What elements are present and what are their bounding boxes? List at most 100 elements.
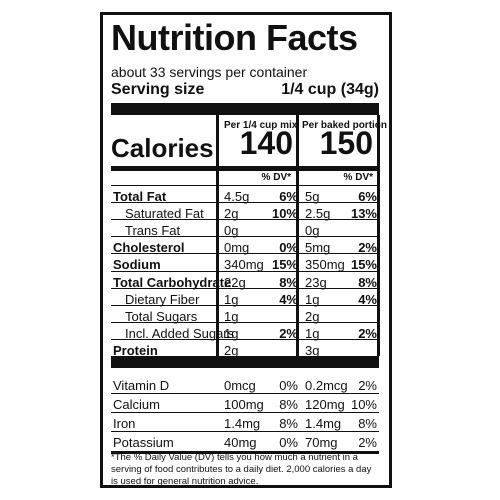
- vitamin-divider-bar: [111, 356, 379, 368]
- nutrient-label: Iron: [113, 416, 136, 431]
- col2-header: Per baked portion: [302, 120, 388, 131]
- dv-per-mix: 15%: [271, 257, 298, 273]
- nutrient-label: Sodium: [113, 257, 161, 273]
- row-rule: [111, 287, 379, 289]
- dv-per-mix: 8%: [279, 274, 298, 290]
- calories-label: Calories: [111, 133, 214, 163]
- amount-per-mix: 0mg: [224, 240, 250, 256]
- nutrient-label: Total Sugars: [125, 308, 198, 324]
- nutrient-row: Trans Fat 0g 0g: [111, 219, 379, 241]
- row-rule: [111, 321, 379, 323]
- footnote-divider-bar: [111, 451, 379, 454]
- nutrient-row: Saturated Fat 2g 10% 2.5g 13%: [111, 202, 379, 224]
- nutrient-row: Protein 2g 3g: [111, 339, 379, 361]
- dv-baked: 2%: [358, 325, 377, 341]
- dv-baked: 2%: [358, 240, 377, 256]
- nutrient-row: Total Carbohydrate 22g 8% 23g 8%: [111, 271, 379, 293]
- serving-divider-bar: [111, 103, 379, 115]
- nutrient-row: Incl. Added Sugars 1g 2% 1g 2%: [111, 322, 379, 344]
- nutrient-label: Dietary Fiber: [125, 291, 200, 307]
- label-title: Nutrition Facts: [111, 17, 358, 58]
- amount-per-mix: 100mg: [224, 397, 264, 412]
- nutrient-row: Total Sugars 1g 2g: [111, 305, 379, 327]
- row-rule: [111, 431, 379, 432]
- nutrient-label: Potassium: [113, 435, 174, 450]
- dv-baked: 8%: [358, 274, 377, 290]
- amount-per-mix: 0g: [224, 223, 239, 239]
- row-rule: [111, 202, 379, 204]
- amount-baked: 2.5g: [305, 206, 331, 222]
- nutrient-row: Sodium 340mg 15% 350mg 15%: [111, 253, 379, 275]
- nutrient-label: Cholesterol: [113, 240, 185, 256]
- amount-baked: 5g: [305, 189, 320, 204]
- amount-baked: 5mg: [305, 240, 331, 256]
- dv-baked: 8%: [358, 416, 377, 431]
- amount-per-mix: 2g: [224, 342, 239, 358]
- amount-baked: 0.2mcg: [305, 378, 348, 393]
- dv-baked: 6%: [358, 189, 377, 204]
- amount-per-mix: 2g: [224, 206, 239, 222]
- dv-header-rule: [111, 185, 379, 186]
- amount-baked: 23g: [305, 274, 327, 290]
- row-rule: [111, 236, 379, 238]
- nutrient-row: Dietary Fiber 1g 4% 1g 4%: [111, 288, 379, 310]
- row-rule: [111, 412, 379, 413]
- nutrient-row: Total Fat 4.5g 6% 5g 6%: [111, 185, 379, 207]
- nutrient-label: Total Fat: [113, 189, 167, 204]
- col1-header: Per 1/4 cup mix: [224, 120, 298, 131]
- nutrient-row: Cholesterol 0mg 0% 5mg 2%: [111, 236, 379, 258]
- dv-baked: 2%: [358, 378, 377, 393]
- nutrient-label: Vitamin D: [113, 378, 170, 393]
- row-rule: [111, 338, 379, 340]
- dv-per-mix: 10%: [271, 206, 298, 222]
- dv-baked: 10%: [350, 397, 377, 412]
- dv-per-mix: 0%: [279, 435, 298, 450]
- row-rule: [111, 219, 379, 221]
- dv-per-mix: 4%: [279, 291, 298, 307]
- dv-baked: 4%: [358, 291, 377, 307]
- amount-per-mix: 1g: [224, 291, 239, 307]
- amount-per-mix: 1.4mg: [224, 416, 261, 431]
- calories-col1: 140: [239, 125, 293, 161]
- column-divider-1: [216, 115, 219, 356]
- serving-size-label: Serving size: [111, 81, 205, 98]
- vitamin-row: Vitamin D 0mcg 0% 0.2mcg 2%: [111, 374, 379, 396]
- calories-col2: 150: [319, 125, 373, 161]
- nutrient-label: Saturated Fat: [125, 206, 204, 222]
- row-rule: [111, 304, 379, 306]
- amount-baked: 120mg: [305, 397, 345, 412]
- column-divider-2: [296, 115, 299, 356]
- nutrition-facts-panel: Nutrition Facts about 33 servings per co…: [100, 12, 392, 488]
- dv-per-mix: 2%: [279, 325, 298, 341]
- dv-per-mix: 0%: [279, 378, 298, 393]
- amount-baked: 3g: [305, 342, 320, 358]
- amount-baked: 70mg: [305, 435, 338, 450]
- nutrient-label: Total Carbohydrate: [113, 274, 232, 290]
- calories-divider-bar: [111, 166, 379, 171]
- amount-baked: 2g: [305, 308, 320, 324]
- amount-per-mix: 4.5g: [224, 189, 250, 204]
- dv-per-mix: 0%: [279, 240, 298, 256]
- dv-header-col1: % DV*: [261, 172, 291, 183]
- column-divider-right: [377, 115, 380, 356]
- amount-baked: 1.4mg: [305, 416, 342, 431]
- amount-per-mix: 1g: [224, 325, 239, 341]
- nutrient-label: Protein: [113, 342, 158, 358]
- row-rule: [111, 253, 379, 255]
- dv-baked: 15%: [350, 257, 377, 273]
- amount-baked: 350mg: [305, 257, 345, 273]
- amount-per-mix: 40mg: [224, 435, 257, 450]
- dv-per-mix: 8%: [279, 397, 298, 412]
- amount-baked: 0g: [305, 223, 320, 239]
- servings-per-container: about 33 servings per container: [111, 64, 308, 80]
- vitamin-row: Iron 1.4mg 8% 1.4mg 8%: [111, 412, 379, 434]
- serving-size-row: Serving size 1/4 cup (34g): [111, 81, 379, 99]
- dv-per-mix: 6%: [279, 189, 298, 204]
- amount-per-mix: 340mg: [224, 257, 264, 273]
- dv-baked: 13%: [350, 206, 377, 222]
- serving-size-value: 1/4 cup (34g): [281, 81, 379, 98]
- vitamin-row: Calcium 100mg 8% 120mg 10%: [111, 393, 379, 415]
- nutrient-label: Incl. Added Sugars: [125, 325, 235, 341]
- dv-header-col2: % DV*: [343, 172, 373, 183]
- amount-per-mix: 22g: [224, 274, 246, 290]
